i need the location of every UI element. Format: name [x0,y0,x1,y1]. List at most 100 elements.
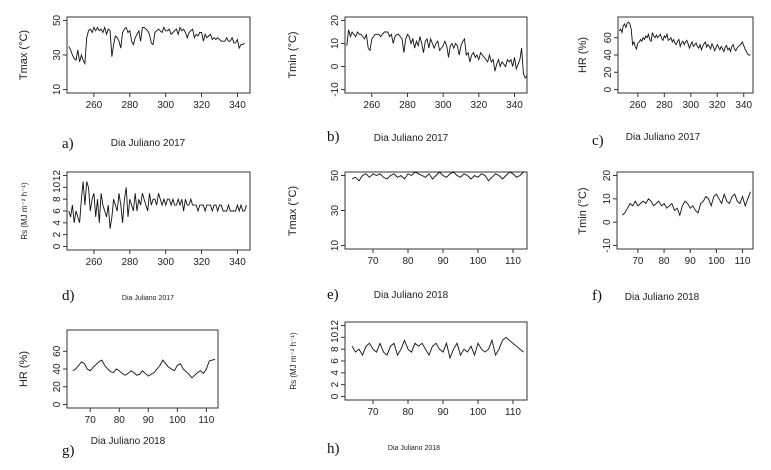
y-tick-label-b-1: 0 [330,63,341,69]
series-line-b [346,29,528,79]
y-tick-label-f-1: 0 [602,219,613,225]
x-tick-label-d-0: 260 [86,257,103,268]
y-tick-label-c-0: 0 [603,86,614,92]
x-tick-label-c-4: 340 [735,100,752,111]
y-tick-label-g-0: 0 [52,401,63,407]
x-axis-label-c: Dia Juliano 2017 [626,132,701,143]
y-tick-label-c-1: 20 [603,66,614,78]
series-line-h [351,336,524,360]
y-axis-label-d: Rs (MJ m⁻² h⁻¹) [20,182,29,240]
series-line-d [68,181,247,229]
plot-frame-f [616,171,754,250]
chart-panel-f: 70 80 90 100 110 -10 0 10 20 Tmin (°C) Dia Juliano… [577,170,754,304]
x-tick-label-b-1: 280 [399,100,416,111]
y-tick-label-c-3: 60 [603,32,614,44]
x-tick-label-g-3: 100 [169,415,186,426]
x-tick-label-e-0: 70 [367,256,379,267]
x-tick-label-d-3: 320 [193,257,210,268]
panel-label-e: e) [327,287,339,303]
x-tick-label-f-3: 100 [708,256,725,267]
plot-frame-g [66,329,219,409]
y-tick-label-e-0: 10 [330,240,341,252]
panel-label-c: c) [592,133,604,149]
x-tick-label-f-4: 110 [735,256,751,267]
x-tick-label-h-3: 100 [470,407,487,418]
chart-panel-b: 260 280 300 320 340 -10 0 10 20 Tmin (°C) Dia Juli… [287,14,528,145]
x-axis-label-g: Dia Juliano 2018 [91,436,166,447]
x-axis-label-a: Dia Juliano 2017 [111,138,186,149]
x-tick-label-c-3: 320 [709,100,726,111]
x-tick-label-e-4: 110 [505,256,521,267]
y-tick-label-b-2: 10 [330,37,341,49]
y-tick-label-b-0: -10 [330,82,341,97]
x-axis-label-d: Dia Juliano 2017 [122,295,174,302]
y-tick-label-f-3: 20 [602,170,613,182]
y-tick-label-d-2: 4 [52,220,63,226]
chart-panel-c: 260 280 300 320 340 0 20 40 60 HR (%) Dia Juliano … [577,16,754,149]
series-line-e [351,171,524,182]
y-tick-label-a-1: 30 [52,49,63,61]
panel-label-h: h) [327,441,340,457]
panel-label-b: b) [327,129,340,145]
y-tick-label-d-6: 12 [52,170,63,182]
x-tick-label-c-1: 280 [656,100,673,111]
x-tick-label-h-1: 80 [402,407,414,418]
x-tick-label-f-0: 70 [632,256,644,267]
plot-frame-e [344,171,528,250]
y-tick-label-e-2: 50 [330,170,341,182]
plot-frame-d [66,171,251,251]
y-tick-label-d-0: 0 [52,243,63,249]
y-tick-label-h-1: 2 [330,381,341,387]
x-tick-label-e-3: 100 [470,256,487,267]
y-axis-label-f: Tmin (°C) [577,187,589,234]
y-axis-label-g: HR (%) [18,351,30,387]
x-axis-label-b: Dia Juliano 2017 [374,133,449,144]
x-tick-label-b-3: 320 [470,100,487,111]
y-tick-label-h-3: 6 [330,358,341,364]
x-tick-label-a-0: 260 [86,100,103,111]
panel-label-g: g) [62,443,75,459]
series-line-f [621,191,751,217]
y-tick-label-h-5: 10 [330,331,341,343]
plot-frame-b [344,16,528,94]
y-axis-label-a: Tmax (°C) [18,30,30,80]
y-tick-label-d-1: 2 [52,231,63,237]
x-tick-label-f-2: 90 [685,256,697,267]
panel-label-d: d) [62,288,75,304]
y-tick-label-h-2: 4 [330,370,341,376]
x-tick-label-d-2: 300 [157,257,174,268]
x-tick-label-a-4: 340 [229,100,246,111]
x-tick-label-b-2: 300 [435,100,452,111]
y-tick-label-b-3: 20 [330,14,341,26]
x-tick-label-g-1: 80 [114,415,126,426]
y-axis-label-b: Tmin (°C) [287,31,299,78]
x-tick-label-g-4: 110 [198,415,214,426]
x-tick-label-d-1: 280 [121,257,138,268]
y-tick-label-d-3: 6 [52,208,63,214]
x-tick-label-h-2: 90 [437,407,449,418]
y-tick-label-f-2: 10 [602,193,613,205]
x-tick-label-g-0: 70 [85,415,97,426]
y-tick-label-g-3: 60 [52,345,63,357]
y-tick-label-h-0: 0 [330,393,341,399]
x-tick-label-b-4: 340 [506,100,523,111]
chart-panel-e: 70 80 90 100 110 10 30 50 Tmax (°C) Dia Juliano 2… [287,170,528,303]
y-tick-label-g-1: 20 [52,381,63,393]
y-tick-label-c-2: 40 [603,49,614,61]
y-tick-label-d-5: 10 [52,181,63,193]
y-tick-label-d-4: 8 [52,196,63,202]
plot-frame-c [617,16,754,94]
y-tick-label-h-4: 8 [330,346,341,352]
x-tick-label-b-0: 260 [363,100,380,111]
y-axis-label-e: Tmax (°C) [287,186,299,236]
x-tick-label-g-2: 90 [143,415,155,426]
panel-label-a: a) [62,136,74,152]
panel-label-f: f) [592,288,602,304]
x-tick-label-e-1: 80 [402,256,414,267]
y-tick-label-g-2: 40 [52,363,63,375]
x-axis-label-e: Dia Juliano 2018 [374,290,449,301]
chart-panel-g: 70 80 90 100 110 0 20 40 60 HR (%) Dia Juliano 201… [18,329,219,459]
